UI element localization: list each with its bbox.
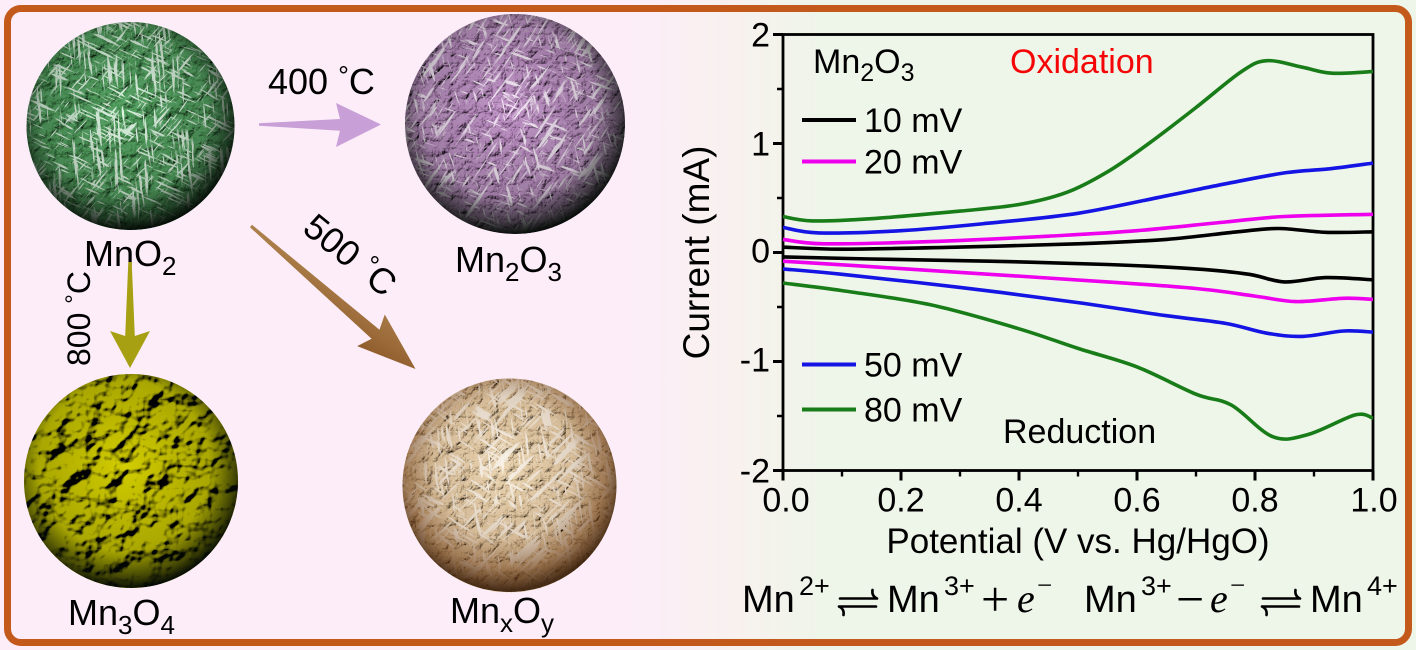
svg-text:+: +: [981, 571, 1009, 627]
svg-text:50 mV: 50 mV: [864, 347, 963, 385]
svg-text:Mn: Mn: [742, 579, 795, 621]
svg-text:Oxidation: Oxidation: [1010, 43, 1154, 81]
svg-text:−: −: [1176, 571, 1204, 627]
svg-text:0.0: 0.0: [762, 482, 809, 520]
svg-text:Mn2O3: Mn2O3: [813, 43, 915, 87]
svg-text:-2: -2: [740, 453, 770, 491]
svg-text:0: 0: [751, 233, 770, 271]
svg-text:10 mV: 10 mV: [864, 102, 963, 140]
svg-text:e: e: [1210, 576, 1228, 621]
svg-text:Mn: Mn: [1310, 579, 1363, 621]
svg-text:Mn2O3: Mn2O3: [455, 239, 562, 287]
svg-text:400 °C: 400 °C: [268, 61, 375, 102]
svg-text:0.2: 0.2: [877, 482, 924, 520]
svg-text:2+: 2+: [799, 571, 830, 601]
svg-text:80 mV: 80 mV: [864, 392, 963, 430]
svg-text:Mn: Mn: [887, 579, 940, 621]
svg-text:4+: 4+: [1367, 571, 1398, 601]
svg-text:e: e: [1017, 576, 1035, 621]
svg-text:800 °C: 800 °C: [61, 271, 97, 366]
svg-text:Reduction: Reduction: [1003, 413, 1156, 451]
svg-text:Mn: Mn: [1084, 579, 1137, 621]
svg-text:−: −: [1230, 570, 1245, 600]
svg-text:Mn3O4: Mn3O4: [68, 592, 175, 640]
svg-text:1.0: 1.0: [1350, 482, 1397, 520]
svg-text:Potential (V vs. Hg/HgO): Potential (V vs. Hg/HgO): [886, 522, 1269, 561]
svg-text:2: 2: [751, 17, 770, 55]
svg-text:0.4: 0.4: [995, 482, 1042, 520]
svg-text:3+: 3+: [1141, 571, 1172, 601]
svg-text:Current (mA): Current (mA): [676, 146, 717, 360]
svg-text:0.8: 0.8: [1231, 482, 1278, 520]
svg-text:3+: 3+: [944, 571, 975, 601]
svg-text:-1: -1: [740, 342, 770, 380]
svg-text:−: −: [1037, 570, 1052, 600]
svg-text:1: 1: [751, 126, 770, 164]
svg-text:0.6: 0.6: [1113, 482, 1160, 520]
svg-text:MnxOy: MnxOy: [450, 590, 554, 638]
svg-text:20 mV: 20 mV: [864, 144, 963, 182]
svg-text:500 °C: 500 °C: [296, 205, 405, 304]
